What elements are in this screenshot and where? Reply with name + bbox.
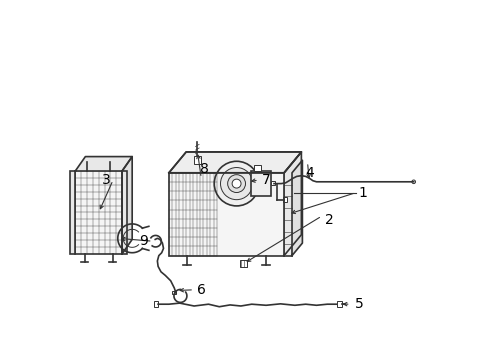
Bar [270,181,275,185]
Circle shape [411,180,415,184]
Circle shape [232,179,241,188]
Text: 1: 1 [358,186,367,199]
Bar [153,301,158,307]
Bar [194,156,200,164]
Text: 8: 8 [200,162,209,176]
Circle shape [227,175,245,193]
Bar [284,173,291,256]
Text: 4: 4 [305,166,313,180]
Polygon shape [168,152,301,173]
Bar [254,165,261,171]
Bar [171,291,176,294]
Text: 6: 6 [197,283,205,297]
Bar [240,260,247,267]
Polygon shape [284,152,301,256]
Text: 3: 3 [102,173,110,187]
Bar [337,301,341,307]
Text: 9: 9 [139,234,148,248]
Bar [122,171,127,254]
Bar [168,173,284,256]
Bar [282,197,286,202]
Polygon shape [122,157,132,254]
Text: 2: 2 [324,213,333,226]
Bar [75,171,122,254]
Polygon shape [291,160,302,256]
Circle shape [214,161,258,206]
Text: 7: 7 [261,173,270,187]
Polygon shape [75,157,132,171]
Circle shape [220,167,252,200]
Bar [250,171,271,196]
Bar [70,171,75,254]
Text: 5: 5 [355,297,364,311]
